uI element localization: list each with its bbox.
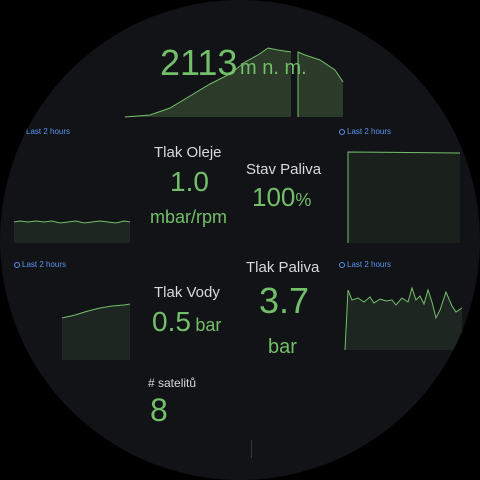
time-range-label: Last 2 hours [347, 260, 392, 269]
bottom-panel-divider [251, 440, 252, 458]
fuel-pressure-unit: bar [268, 336, 297, 358]
fuel-state-value-row: 100% [252, 182, 311, 213]
fuel-pressure-value: 3.7 [259, 280, 310, 321]
oil-pressure-value: 1.0 [170, 166, 209, 197]
clock-icon [339, 262, 345, 268]
altitude-value: 2113 [160, 42, 238, 83]
time-range-link-right-top[interactable]: Last 2 hours [339, 127, 391, 136]
time-range-link-left-top[interactable]: Last 2 hours [18, 127, 70, 136]
altitude-unit: m n. m. [240, 57, 307, 79]
time-range-link-right-bottom[interactable]: Last 2 hours [339, 260, 391, 269]
water-pressure-value-row: 0.5 bar [152, 306, 221, 338]
satellites-value: 8 [150, 392, 168, 428]
water-pressure-unit: bar [195, 315, 222, 335]
water-pressure-value: 0.5 [152, 306, 191, 337]
time-range-label: Last 2 hours [347, 127, 392, 136]
oil-pressure-unit: mbar/rpm [150, 207, 228, 227]
oil-pressure-title: Tlak Oleje [154, 144, 222, 161]
clock-icon [339, 129, 345, 135]
fuel-state-value: 100 [252, 182, 296, 212]
satellites-title: # satelitů [148, 376, 197, 390]
time-range-label: Last 2 hours [26, 127, 71, 136]
clock-icon [14, 262, 20, 268]
time-range-label: Last 2 hours [22, 260, 67, 269]
clock-icon [18, 129, 24, 135]
time-range-link-left-bottom[interactable]: Last 2 hours [14, 260, 66, 269]
fuel-pressure-title: Tlak Paliva [246, 259, 320, 276]
water-pressure-title: Tlak Vody [154, 284, 220, 301]
fuel-state-title: Stav Paliva [246, 161, 322, 178]
fuel-state-unit: % [295, 190, 312, 210]
